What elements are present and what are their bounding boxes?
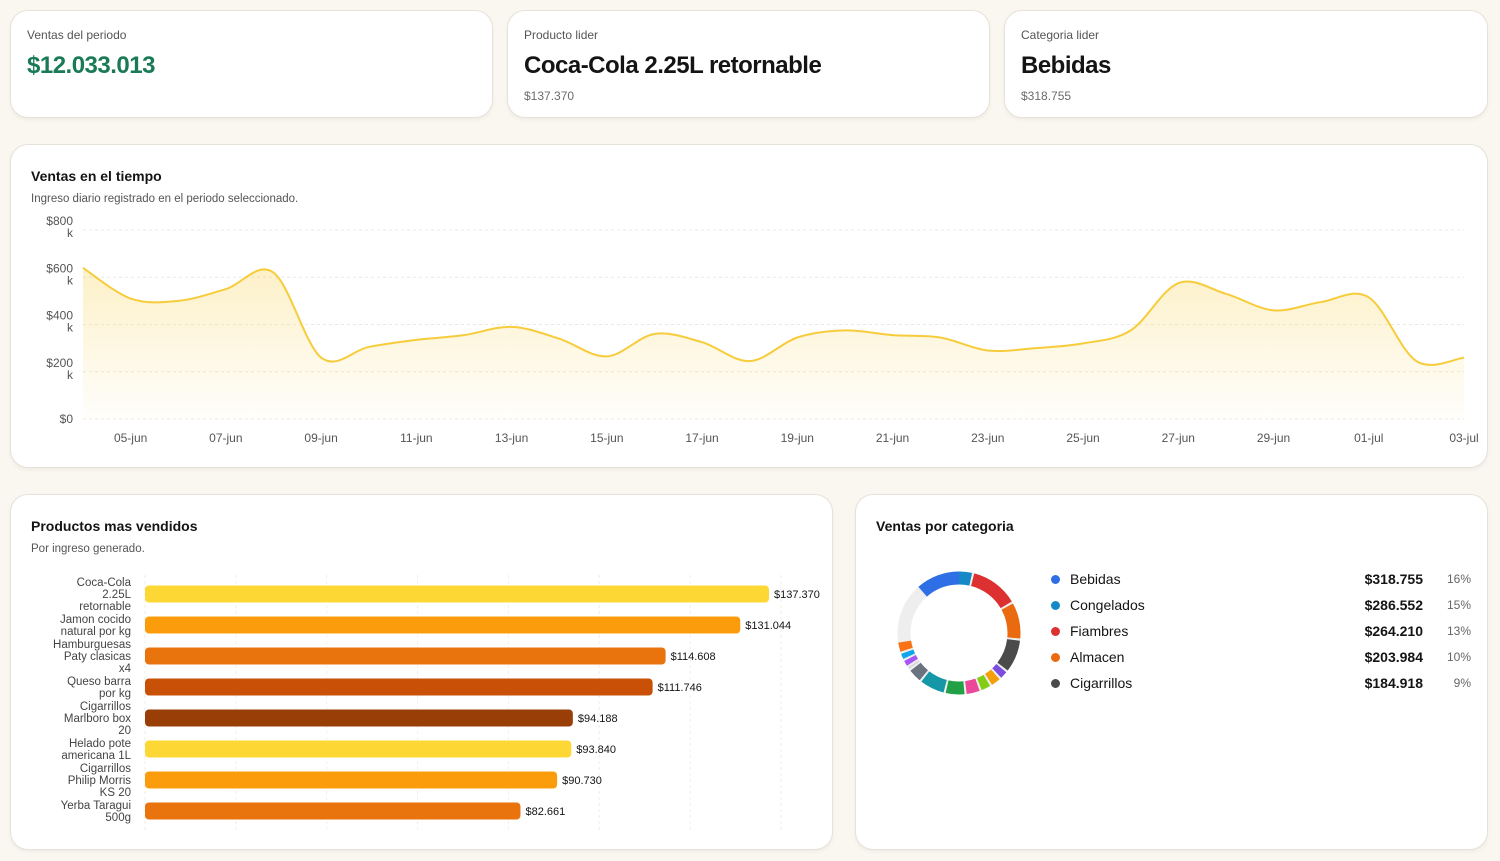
legend-dot — [1051, 679, 1060, 688]
kpi-label: Categoria lider — [1021, 28, 1100, 42]
kpi-value: Bebidas — [1021, 52, 1111, 79]
bar-value-label: $93.840 — [576, 744, 616, 756]
x-tick-label: 27-jun — [1162, 431, 1195, 445]
panel-title: Productos mas vendidos — [31, 518, 198, 534]
legend-percent: 15% — [1446, 598, 1471, 612]
kpi-card-producto-lider: Producto lider Coca-Cola 2.25L retornabl… — [507, 10, 990, 118]
legend-item-fiambres[interactable]: Fiambres $264.210 13% — [1051, 622, 1471, 642]
legend-percent: 16% — [1446, 572, 1471, 586]
x-tick-label: 11-jun — [400, 431, 432, 445]
kpi-label: Ventas del periodo — [27, 28, 127, 42]
x-tick-label: 21-jun — [876, 431, 909, 445]
x-tick-label: 01-jul — [1354, 431, 1383, 445]
bar-value-label: $114.608 — [671, 651, 716, 663]
kpi-value: Coca-Cola 2.25L retornable — [524, 52, 822, 79]
legend-value: $203.984 — [1364, 649, 1423, 665]
bar-value-label: $94.188 — [578, 713, 618, 725]
x-tick-label: 15-jun — [590, 431, 623, 445]
kpi-value: $12.033.013 — [27, 52, 155, 79]
legend-name: Fiambres — [1070, 623, 1129, 639]
product-label: Queso barra por kg — [67, 676, 132, 700]
kpi-card-categoria-lider: Categoria lider Bebidas $318.755 — [1004, 10, 1488, 118]
x-tick-label: 29-jun — [1257, 431, 1290, 445]
legend-name: Bebidas — [1070, 571, 1121, 587]
legend-dot — [1051, 627, 1060, 636]
product-bar — [145, 771, 558, 789]
product-bar — [145, 740, 572, 758]
category-panel: Ventas por categoria Bebidas $318.755 16… — [855, 494, 1488, 850]
legend-dot — [1051, 575, 1060, 584]
kpi-subvalue: $318.755 — [1021, 89, 1072, 103]
x-tick-label: 23-jun — [971, 431, 1004, 445]
product-bar — [145, 585, 769, 603]
category-donut-chart[interactable] — [889, 563, 1029, 703]
panel-subtitle: Ingreso diario registrado en el periodo … — [31, 193, 299, 205]
kpi-label: Producto lider — [524, 28, 599, 42]
legend-dot — [1051, 601, 1060, 610]
product-bar — [145, 678, 653, 696]
y-tick-label: $800 k — [46, 214, 74, 240]
sales-line — [82, 266, 1465, 366]
product-label: Jamon cocido natural por kg — [60, 614, 131, 638]
product-bar — [145, 802, 521, 820]
product-label: Cigarrillos Marlboro box 20 — [64, 701, 131, 737]
x-tick-label: 17-jun — [685, 431, 718, 445]
product-label: Hamburguesas Paty clasicas x4 — [53, 639, 132, 675]
x-tick-label: 25-jun — [1066, 431, 1099, 445]
sales-area-fill — [83, 267, 1464, 419]
x-tick-label: 03-jul — [1449, 431, 1478, 445]
donut-segment — [897, 571, 1021, 695]
top-products-panel: Productos mas vendidos Por ingreso gener… — [10, 494, 833, 850]
donut-segment — [897, 571, 1021, 695]
legend-dot — [1051, 653, 1060, 662]
legend-percent: 10% — [1446, 650, 1471, 664]
panel-title: Ventas por categoria — [876, 518, 1014, 534]
product-bar — [145, 616, 741, 634]
legend-value: $286.552 — [1364, 597, 1423, 613]
donut-segment — [897, 571, 1021, 695]
product-label: Cigarrillos Philip Morris KS 20 — [68, 763, 132, 799]
legend-name: Congelados — [1070, 597, 1145, 613]
panel-subtitle: Por ingreso generado. — [31, 543, 145, 555]
y-tick-label: $200 k — [46, 356, 74, 382]
kpi-subvalue: $137.370 — [524, 89, 575, 103]
top-products-bar-chart[interactable]: $137.370 Coca-Cola 2.25L retornable $131.044… — [11, 495, 834, 851]
legend-item-cigarrillos[interactable]: Cigarrillos $184.918 9% — [1051, 674, 1471, 694]
product-label: Yerba Taragui 500g — [61, 800, 131, 824]
bar-value-label: $131.044 — [745, 620, 791, 632]
product-label: Coca-Cola 2.25L retornable — [77, 577, 132, 613]
bar-value-label: $111.746 — [658, 682, 702, 694]
product-bar — [145, 647, 666, 665]
y-tick-label: $0 — [60, 412, 74, 426]
kpi-card-ventas: Ventas del periodo $12.033.013 — [10, 10, 493, 118]
x-tick-label: 13-jun — [495, 431, 528, 445]
product-bar — [145, 709, 573, 727]
y-tick-label: $400 k — [46, 309, 74, 335]
bar-value-label: $82.661 — [525, 806, 565, 818]
legend-name: Almacen — [1070, 649, 1125, 665]
legend-value: $318.755 — [1364, 571, 1423, 587]
legend-value: $184.918 — [1364, 675, 1423, 691]
bar-value-label: $137.370 — [774, 589, 820, 601]
x-tick-label: 19-jun — [781, 431, 814, 445]
legend-value: $264.210 — [1364, 623, 1423, 639]
x-tick-label: 09-jun — [304, 431, 337, 445]
sales-over-time-panel: Ventas en el tiempo Ingreso diario regis… — [10, 144, 1488, 468]
sales-line-chart[interactable]: $800 k $600 k $400 k $200 k $0 05-jun 07-jun 09-jun… — [11, 145, 1489, 469]
x-tick-label: 05-jun — [114, 431, 147, 445]
legend-percent: 13% — [1446, 624, 1471, 638]
product-label: Helado pote americana 1L — [61, 738, 131, 762]
legend-percent: 9% — [1453, 676, 1471, 690]
bar-value-label: $90.730 — [562, 775, 602, 787]
legend-item-bebidas[interactable]: Bebidas $318.755 16% — [1051, 570, 1471, 590]
legend-name: Cigarrillos — [1070, 675, 1133, 691]
legend-item-almacen[interactable]: Almacen $203.984 10% — [1051, 648, 1471, 668]
y-tick-label: $600 k — [46, 261, 74, 287]
x-tick-label: 07-jun — [209, 431, 242, 445]
legend-item-congelados[interactable]: Congelados $286.552 15% — [1051, 596, 1471, 616]
panel-title: Ventas en el tiempo — [31, 168, 162, 184]
